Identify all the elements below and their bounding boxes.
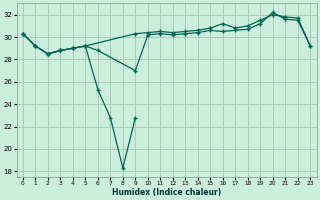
- X-axis label: Humidex (Indice chaleur): Humidex (Indice chaleur): [112, 188, 221, 197]
